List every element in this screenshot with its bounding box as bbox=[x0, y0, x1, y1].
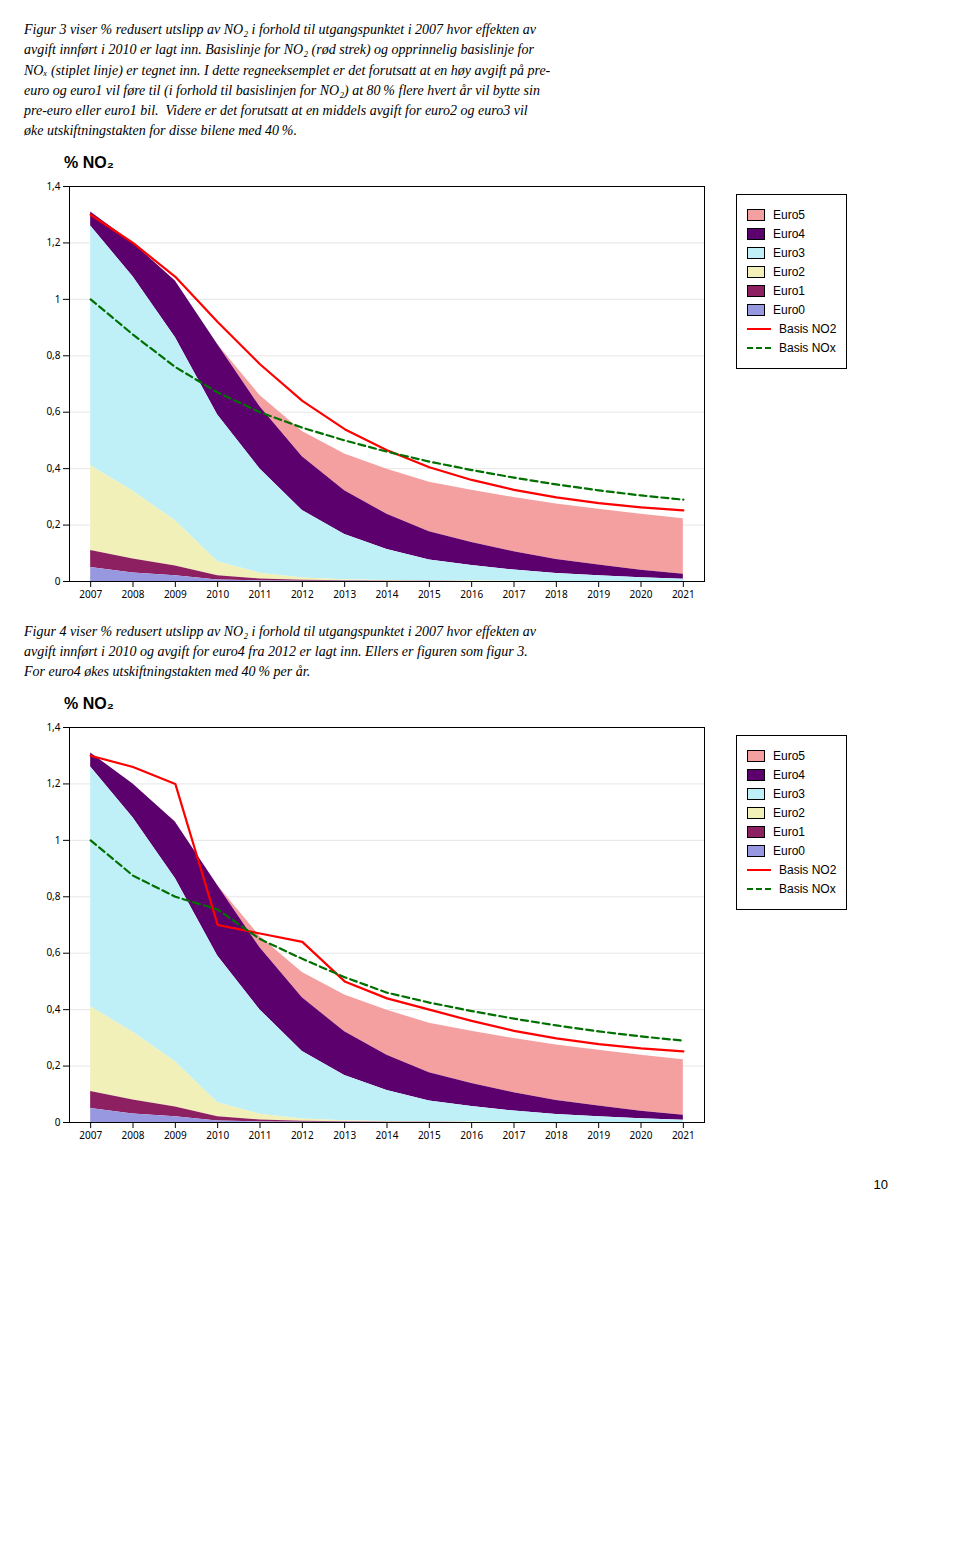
html-text:Euro4: Euro4 bbox=[773, 767, 805, 782]
svg-text:0,8: 0,8 bbox=[46, 889, 60, 903]
svg-text:2011: 2011 bbox=[249, 1127, 272, 1141]
svg-text:2018: 2018 bbox=[545, 586, 568, 600]
html-text:Basis NO2: Basis NO2 bbox=[779, 862, 837, 877]
svg-text:2011: 2011 bbox=[249, 586, 272, 600]
svg-text:0,2: 0,2 bbox=[46, 1058, 60, 1072]
html-text:Basis NOx: Basis NOx bbox=[779, 881, 836, 896]
svg-text:2014: 2014 bbox=[376, 1127, 399, 1141]
svg-text:2007: 2007 bbox=[79, 1127, 102, 1141]
html-text:Euro3: Euro3 bbox=[773, 786, 805, 801]
svg-text:2015: 2015 bbox=[418, 586, 441, 600]
svg-text:2018: 2018 bbox=[545, 1127, 568, 1141]
html-text:Euro5: Euro5 bbox=[773, 207, 805, 222]
html-text:Euro1: Euro1 bbox=[773, 824, 805, 839]
svg-text:1: 1 bbox=[55, 291, 61, 305]
html-text:Euro1: Euro1 bbox=[773, 283, 805, 298]
svg-text:0,8: 0,8 bbox=[46, 348, 60, 362]
svg-text:2007: 2007 bbox=[79, 586, 102, 600]
svg-text:2008: 2008 bbox=[122, 586, 145, 600]
svg-text:1,2: 1,2 bbox=[46, 235, 60, 249]
svg-text:0,6: 0,6 bbox=[46, 404, 60, 418]
svg-text:2010: 2010 bbox=[206, 586, 229, 600]
html-text:Euro5: Euro5 bbox=[773, 748, 805, 763]
svg-text:2021: 2021 bbox=[672, 586, 695, 600]
svg-text:2013: 2013 bbox=[333, 1127, 356, 1141]
html-text:Figur 3 viser % redusert utsli: Figur 3 viser % redusert utslipp av NO₂ … bbox=[24, 22, 551, 139]
html-text:Basis NOx: Basis NOx bbox=[779, 340, 836, 355]
svg-text:2009: 2009 bbox=[164, 1127, 187, 1141]
html-text:Euro3: Euro3 bbox=[773, 245, 805, 260]
svg-text:1,4: 1,4 bbox=[46, 178, 60, 192]
html-text:Euro2: Euro2 bbox=[773, 805, 805, 820]
svg-text:2012: 2012 bbox=[291, 1127, 314, 1141]
svg-text:2016: 2016 bbox=[460, 1127, 483, 1141]
svg-text:0: 0 bbox=[55, 573, 61, 587]
html-text:Euro0: Euro0 bbox=[773, 843, 805, 858]
html-text:Euro0: Euro0 bbox=[773, 302, 805, 317]
svg-text:2013: 2013 bbox=[333, 586, 356, 600]
html-text:Basis NO2: Basis NO2 bbox=[779, 321, 837, 336]
svg-text:2009: 2009 bbox=[164, 586, 187, 600]
svg-text:2020: 2020 bbox=[630, 1127, 653, 1141]
html-text:Figur 4 viser % redusert utsli: Figur 4 viser % redusert utslipp av NO₂ … bbox=[24, 623, 536, 680]
svg-text:2010: 2010 bbox=[206, 1127, 229, 1141]
svg-text:1,2: 1,2 bbox=[46, 776, 60, 790]
svg-text:2019: 2019 bbox=[587, 586, 610, 600]
html-text:% NO₂: % NO₂ bbox=[64, 694, 114, 712]
svg-text:0,6: 0,6 bbox=[46, 945, 60, 959]
html-text:% NO₂: % NO₂ bbox=[64, 153, 114, 171]
svg-text:2015: 2015 bbox=[418, 1127, 441, 1141]
svg-text:0,4: 0,4 bbox=[46, 1002, 60, 1016]
svg-text:0,4: 0,4 bbox=[46, 461, 60, 475]
svg-text:2012: 2012 bbox=[291, 586, 314, 600]
svg-text:1: 1 bbox=[55, 832, 61, 846]
svg-text:2021: 2021 bbox=[672, 1127, 695, 1141]
html-text:Euro2: Euro2 bbox=[773, 264, 805, 279]
svg-text:2017: 2017 bbox=[503, 586, 526, 600]
svg-text:2020: 2020 bbox=[630, 586, 653, 600]
html-text:10: 10 bbox=[873, 1176, 888, 1192]
svg-text:1,4: 1,4 bbox=[46, 719, 60, 733]
svg-text:2014: 2014 bbox=[376, 586, 399, 600]
svg-text:0,2: 0,2 bbox=[46, 517, 60, 531]
svg-text:2008: 2008 bbox=[122, 1127, 145, 1141]
svg-text:0: 0 bbox=[55, 1114, 61, 1128]
svg-text:2016: 2016 bbox=[460, 586, 483, 600]
svg-text:2017: 2017 bbox=[503, 1127, 526, 1141]
html-text:Euro4: Euro4 bbox=[773, 226, 805, 241]
svg-text:2019: 2019 bbox=[587, 1127, 610, 1141]
